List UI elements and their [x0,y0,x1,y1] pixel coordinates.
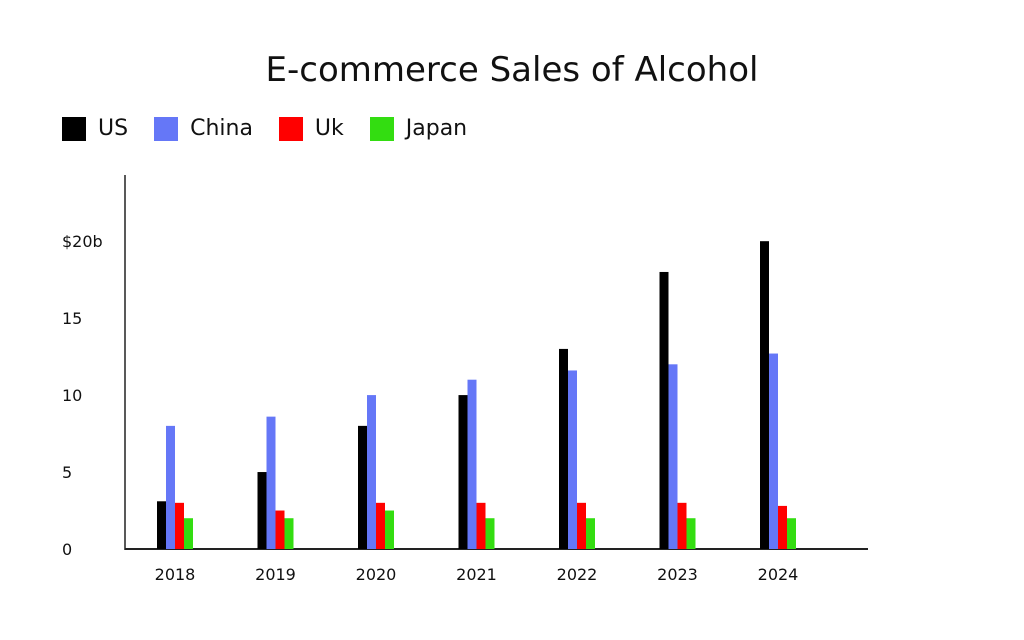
y-tick-label: $20b [62,232,103,251]
x-tick-label: 2020 [356,565,397,584]
x-tick-label: 2024 [758,565,799,584]
bar-us-2020 [358,425,367,549]
bar-uk-2021 [476,502,486,549]
bar-us-2019 [257,472,267,549]
x-tick-label: 2023 [657,565,698,584]
legend-item-japan: Japan [369,116,468,141]
x-tick-label: 2019 [255,565,296,584]
legend-swatch [369,116,394,141]
bar-japan-2020 [385,510,394,549]
bar-us-2018 [157,501,166,549]
bar-japan-2021 [485,518,495,549]
legend-label: Japan [405,116,468,141]
legend-swatch [154,116,179,141]
bar-china-2020 [367,395,376,549]
legend-swatch [62,116,86,141]
bar-uk-2024 [778,505,787,549]
bar-uk-2020 [376,502,385,549]
bar-china-2023 [668,364,678,549]
x-tick-label: 2021 [456,565,497,584]
bar-china-2019 [266,416,276,549]
y-tick-label: 0 [62,540,72,559]
legend-item-uk: Uk [278,116,344,141]
bar-japan-2023 [686,518,696,549]
legend-swatch [278,116,303,141]
legend: US China Uk Japan [62,116,493,141]
bar-china-2024 [769,353,778,549]
y-tick-label: 10 [62,386,82,405]
chart-title: E-commerce Sales of Alcohol [265,50,759,90]
legend-label: Uk [314,116,344,141]
bar-japan-2018 [184,518,193,549]
bar-japan-2024 [787,518,796,549]
bar-china-2018 [166,425,175,549]
bar-china-2022 [568,370,577,549]
bar-us-2023 [659,271,669,549]
bar-us-2022 [559,348,568,549]
bar-us-2024 [760,241,769,549]
y-tick-label: 5 [62,463,72,482]
legend-item-china: China [154,116,253,141]
bar-us-2021 [458,395,468,549]
x-tick-label: 2018 [155,565,196,584]
bar-uk-2019 [275,510,285,549]
bar-china-2021 [467,379,477,549]
bar-japan-2019 [284,518,294,549]
bar-uk-2022 [577,502,586,549]
legend-label: China [190,116,253,141]
legend-label: US [98,116,129,141]
legend-item-us: US [62,116,128,141]
bar-uk-2018 [175,502,184,549]
x-tick-label: 2022 [557,565,598,584]
bar-japan-2022 [586,518,595,549]
y-tick-label: 15 [62,309,82,328]
bar-uk-2023 [677,502,687,549]
